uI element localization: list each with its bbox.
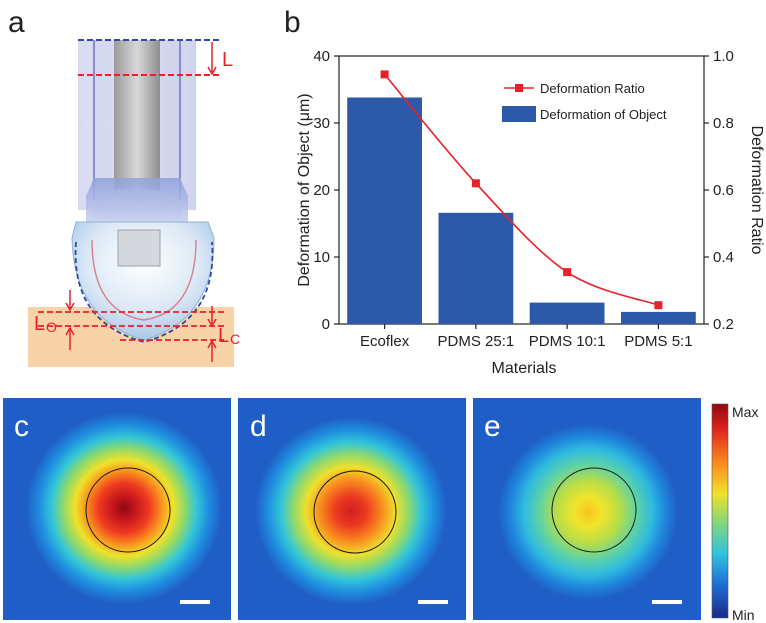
rod bbox=[114, 40, 160, 190]
ratio-point-2 bbox=[471, 179, 480, 188]
panel-label-a: a bbox=[8, 6, 25, 39]
ratio-point-1 bbox=[380, 70, 389, 79]
line-series bbox=[380, 70, 663, 310]
contact-circle-c bbox=[85, 467, 171, 553]
Lo-arrow-bottom-head bbox=[65, 326, 75, 336]
bar-1 bbox=[347, 97, 422, 324]
y-left-tick-label: 40 bbox=[313, 48, 330, 65]
colorbar-gradient bbox=[711, 403, 729, 619]
heatmap-panel-d: d bbox=[238, 398, 466, 620]
heatmap-blob-d bbox=[255, 417, 447, 605]
colorbar-max-label: Max bbox=[732, 404, 758, 420]
colorbar: Max Min bbox=[711, 403, 758, 623]
panel-label-d: d bbox=[250, 410, 267, 443]
y-axis-title-right: Deformation Ratio bbox=[748, 126, 765, 255]
cap bbox=[86, 178, 188, 222]
Lo-arrow-top-head bbox=[65, 302, 75, 312]
deformed-outline bbox=[74, 241, 214, 343]
heatmap-panel-c: c bbox=[3, 398, 231, 620]
legend-line-marker bbox=[515, 84, 523, 92]
chart-legend: Deformation Ratio Deformation of Object bbox=[502, 81, 667, 122]
scale-bar-d bbox=[418, 600, 448, 604]
legend-label-object: Deformation of Object bbox=[540, 107, 667, 122]
bar-4 bbox=[621, 311, 696, 324]
panel-label-b: b bbox=[284, 6, 301, 39]
y-left-tick-label: 20 bbox=[313, 182, 330, 199]
panel-label-e: e bbox=[484, 410, 501, 443]
y-left-tick-label: 30 bbox=[313, 115, 330, 132]
heatmap-blob-e bbox=[498, 424, 678, 600]
heatmap-panel-e: e bbox=[473, 398, 701, 620]
y-left-tick-label: 10 bbox=[313, 249, 330, 266]
ratio-line bbox=[383, 73, 659, 306]
heatmap-blob-c bbox=[26, 412, 222, 604]
y-right-tick-label: 0.8 bbox=[713, 115, 734, 132]
bar-series bbox=[347, 97, 696, 324]
contact-circle-d bbox=[313, 470, 397, 554]
x-tick-label: PDMS 25:1 bbox=[438, 333, 515, 350]
panel-label-c: c bbox=[14, 410, 29, 443]
x-axis-title: Materials bbox=[492, 360, 557, 377]
x-tick-label: PDMS 5:1 bbox=[624, 333, 692, 350]
L-arrow-head bbox=[207, 66, 217, 76]
Lc-arrow-bottom-head bbox=[207, 339, 217, 349]
label-Lo-subscript: O bbox=[46, 319, 57, 335]
y-right-tick-label: 0.2 bbox=[713, 316, 734, 333]
legend-label-ratio: Deformation Ratio bbox=[540, 81, 645, 96]
y-right-tick-label: 0.4 bbox=[713, 249, 734, 266]
x-tick-label: Ecoflex bbox=[360, 333, 410, 350]
colorbar-min-label: Min bbox=[732, 607, 755, 623]
bar-3 bbox=[529, 302, 605, 324]
bar-2 bbox=[438, 212, 514, 324]
scale-bar-c bbox=[180, 600, 210, 604]
y-axis-title-left: Deformation of Object (μm) bbox=[296, 93, 313, 286]
contact-circle-e bbox=[551, 467, 637, 553]
label-Lc: L bbox=[218, 325, 229, 347]
axis-ticks: 0 10 20 30 40 0.2 0.4 0.6 0.8 1.0 Ecoflex PDMS 25:1… bbox=[313, 48, 734, 350]
ratio-point-3 bbox=[563, 268, 572, 277]
label-Lo: L bbox=[34, 313, 45, 335]
y-right-tick-label: 1.0 bbox=[713, 48, 734, 65]
ratio-point-4 bbox=[654, 301, 663, 310]
x-tick-label: PDMS 10:1 bbox=[529, 333, 606, 350]
y-right-tick-label: 0.6 bbox=[713, 182, 734, 199]
Lc-arrow-top-head bbox=[207, 318, 217, 328]
scale-bar-e bbox=[652, 600, 682, 604]
panel-a-schematic: a L L O bbox=[8, 6, 240, 367]
label-Lc-subscript: C bbox=[230, 331, 240, 347]
y-left-tick-label: 0 bbox=[322, 316, 330, 333]
contact-contour bbox=[91, 239, 197, 321]
label-L: L bbox=[222, 49, 233, 71]
panel-b-chart: b 0 10 20 30 40 0.2 0.4 0.6 0.8 1.0 Ecoflex PDMS 25… bbox=[284, 6, 765, 377]
inner-core bbox=[117, 229, 161, 267]
legend-bar-swatch bbox=[502, 106, 536, 122]
